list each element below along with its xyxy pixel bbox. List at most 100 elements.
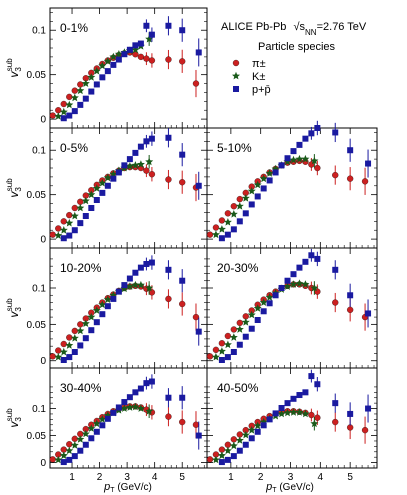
data-point — [301, 154, 310, 163]
panel-label: 5-10% — [217, 141, 252, 155]
data-point — [145, 407, 154, 415]
data-point — [92, 419, 101, 428]
data-point — [49, 456, 56, 463]
data-point — [192, 421, 200, 428]
legend-header: Particle species — [258, 41, 336, 53]
data-point — [136, 280, 145, 289]
data-point — [120, 404, 129, 412]
data-point — [212, 352, 220, 361]
data-point — [125, 282, 134, 290]
data-point — [278, 405, 285, 411]
data-point — [229, 333, 238, 341]
panel-5-10%: 5-10% — [206, 120, 378, 249]
data-point — [76, 326, 85, 335]
data-point — [82, 335, 89, 342]
data-point — [71, 349, 78, 355]
panel-30-40%: 0 0.05 0.1 1 2 3 4 5 30-40% — [27, 367, 208, 483]
ytick-label: 0 — [40, 235, 46, 246]
ylabel: v3sub — [5, 408, 23, 428]
data-point — [82, 95, 89, 102]
data-point — [241, 318, 250, 326]
data-point — [54, 455, 63, 464]
panel-label: 10-20% — [60, 261, 102, 275]
data-point — [229, 210, 238, 218]
data-point — [121, 282, 128, 289]
data-point — [143, 138, 150, 145]
data-point — [93, 428, 100, 435]
data-point — [284, 400, 291, 407]
ylabel: v3sub — [5, 298, 23, 318]
series-square — [60, 374, 202, 466]
data-point — [266, 177, 273, 184]
data-point — [60, 459, 67, 466]
panel-label: 30-40% — [60, 381, 102, 395]
ytick-label: 0.1 — [32, 146, 46, 157]
data-point — [265, 293, 274, 301]
data-point — [87, 190, 96, 199]
data-point — [54, 352, 63, 361]
data-point — [82, 441, 89, 448]
series-square — [218, 120, 372, 242]
series-circle — [206, 281, 369, 360]
data-point — [126, 156, 133, 163]
data-point — [179, 300, 186, 308]
data-point — [253, 180, 262, 189]
data-point — [308, 411, 315, 419]
data-point — [131, 402, 140, 411]
data-point — [179, 179, 186, 186]
xtick-label: 2 — [258, 472, 264, 483]
data-point — [253, 421, 262, 430]
data-point — [217, 451, 226, 459]
panel-label: 20-30% — [217, 261, 259, 275]
data-point — [136, 404, 145, 412]
data-point — [302, 135, 309, 142]
data-point — [98, 178, 107, 187]
data-point — [60, 357, 67, 363]
data-point — [302, 258, 309, 265]
data-point — [55, 347, 62, 354]
data-point — [65, 446, 74, 455]
data-point — [236, 195, 243, 203]
panels: 0 0.05 0.1 0-1% 0 0.05 0.1 0-5% 5-10% 0 0.05 0.1 10-… — [27, 7, 378, 483]
data-point — [332, 266, 339, 273]
data-point — [132, 269, 139, 276]
data-point — [248, 325, 255, 332]
data-point — [314, 414, 321, 421]
data-point — [195, 182, 202, 189]
data-point — [254, 193, 261, 200]
data-point — [132, 389, 139, 396]
data-point — [137, 143, 144, 150]
data-point — [260, 185, 267, 192]
data-point — [145, 34, 154, 43]
data-point — [115, 404, 122, 411]
data-point — [98, 300, 107, 309]
data-point — [143, 380, 150, 387]
data-point — [66, 112, 73, 119]
data-point — [110, 295, 117, 302]
data-point — [70, 211, 79, 220]
panel-10-20%: 0 0.05 0.1 10-20% — [27, 247, 208, 369]
data-point — [76, 435, 85, 443]
data-point — [76, 86, 85, 95]
data-point — [310, 156, 319, 165]
data-point — [212, 224, 220, 231]
data-point — [236, 218, 243, 225]
data-point — [88, 435, 95, 442]
data-point — [242, 333, 249, 340]
data-point — [59, 107, 68, 116]
series-square — [60, 128, 202, 242]
data-point — [137, 53, 145, 61]
data-point — [71, 108, 78, 115]
data-point — [212, 346, 220, 353]
data-point — [71, 204, 78, 212]
series-square — [218, 369, 372, 466]
ytick-label: 0.1 — [32, 284, 46, 295]
data-point — [92, 66, 101, 75]
legend-marker — [232, 59, 240, 67]
series-star — [54, 280, 154, 361]
data-point — [103, 173, 112, 182]
data-point — [308, 252, 315, 259]
series-circle — [206, 157, 369, 238]
series-square — [60, 255, 202, 363]
data-point — [195, 49, 202, 56]
